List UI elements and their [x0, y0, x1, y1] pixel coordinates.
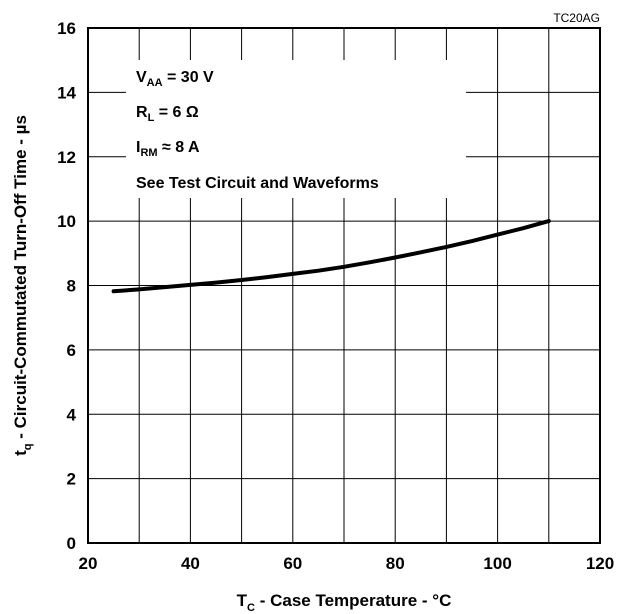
y-tick-label: 4 [67, 405, 77, 424]
annotation-rl: RL = 6 Ω [136, 104, 199, 124]
annotation-irm-sub: RM [140, 147, 157, 159]
y-axis-title-main: t [11, 450, 30, 456]
annotation-irm-rest: ≈ 8 A [158, 139, 200, 156]
y-tick-label: 10 [57, 212, 76, 231]
y-tick-label: 0 [67, 534, 76, 553]
x-axis-title-sub: C [247, 602, 255, 614]
y-tick-label: 6 [67, 341, 76, 360]
annotation-vaa-rest: = 30 V [163, 69, 214, 86]
y-axis-title: tq - Circuit-Commutated Turn-Off Time - … [11, 115, 34, 456]
y-tick-label: 12 [57, 148, 76, 167]
x-axis-title-main: T [237, 591, 248, 610]
annotations: VAA = 30 V RL = 6 Ω IRM ≈ 8 A See Test C… [136, 69, 379, 192]
x-tick-label: 100 [483, 554, 511, 573]
x-tick-labels: 20 40 60 80 100 120 [79, 554, 615, 573]
x-axis-title: TC - Case Temperature - °C [237, 591, 452, 614]
y-axis-title-rest: - Circuit-Commutated Turn-Off Time - µs [11, 115, 30, 443]
annotation-note: See Test Circuit and Waveforms [136, 175, 379, 192]
annotation-vaa-sub: AA [147, 77, 163, 89]
x-tick-label: 60 [283, 554, 302, 573]
annotation-rl-sub: L [148, 112, 155, 124]
x-tick-label: 20 [79, 554, 98, 573]
annotation-rl-main: R [136, 104, 148, 121]
y-tick-label: 2 [67, 470, 76, 489]
y-tick-labels: 0 2 4 6 8 10 12 14 16 [57, 19, 76, 553]
y-tick-label: 16 [57, 19, 76, 38]
y-tick-label: 8 [67, 277, 76, 296]
annotation-irm: IRM ≈ 8 A [136, 139, 200, 159]
x-tick-label: 40 [181, 554, 200, 573]
annotation-vaa: VAA = 30 V [136, 69, 214, 89]
annotation-background [126, 60, 466, 198]
annotation-rl-rest: = 6 Ω [154, 104, 199, 121]
x-tick-label: 80 [386, 554, 405, 573]
figure-id: TC20AG [553, 11, 600, 25]
x-axis-title-rest: - Case Temperature - °C [255, 591, 451, 610]
y-tick-label: 14 [57, 83, 76, 102]
annotation-vaa-main: V [136, 69, 147, 86]
y-axis-title-sub: q [22, 443, 34, 450]
plot-frame [87, 27, 601, 544]
series-group [111, 219, 551, 294]
series-line [111, 219, 551, 294]
x-tick-label: 120 [586, 554, 614, 573]
annotation-irm-main: I [136, 139, 140, 156]
